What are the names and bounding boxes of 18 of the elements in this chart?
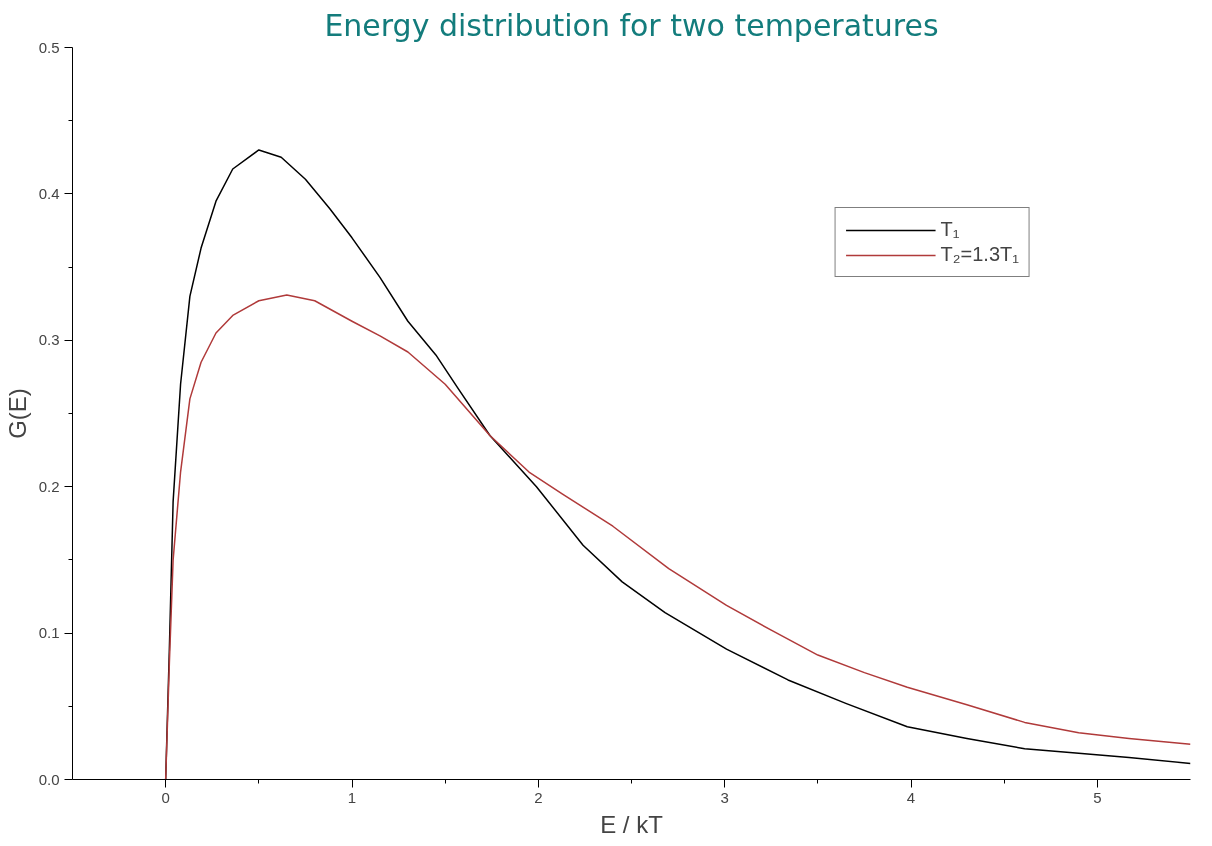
- x-tick-label: 4: [906, 788, 916, 806]
- x-tick-label: 0: [161, 788, 170, 806]
- legend-label: T₂=1.3T₁: [940, 243, 1019, 266]
- y-tick-label: 0.3: [38, 331, 60, 349]
- legend-label: T₁: [940, 218, 961, 241]
- y-tick-label: 0.4: [38, 184, 60, 202]
- y-tick-label: 0.0: [38, 770, 60, 788]
- x-axis-title: E / kT: [600, 810, 664, 838]
- y-tick-label: 0.5: [38, 38, 60, 56]
- y-tick-label: 0.1: [38, 624, 60, 642]
- line-series: [164, 294, 1191, 780]
- y-axis-title: G(E): [3, 388, 31, 439]
- y-tick-label: 0.2: [38, 477, 60, 495]
- chart-title: Energy distribution for two temperatures: [324, 7, 939, 43]
- x-tick-label: 2: [534, 788, 543, 806]
- x-tick-label: 5: [1093, 788, 1102, 806]
- x-tick-label: 1: [347, 788, 357, 806]
- x-tick-label: 3: [720, 788, 729, 806]
